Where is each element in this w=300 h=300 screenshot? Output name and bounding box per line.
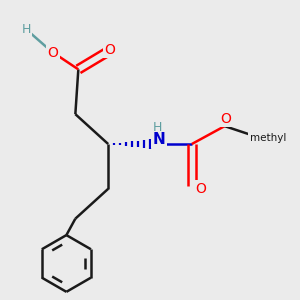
Text: H: H xyxy=(21,22,31,36)
Text: H: H xyxy=(153,121,162,134)
Text: N: N xyxy=(153,132,165,147)
Text: methyl: methyl xyxy=(250,133,286,143)
Text: O: O xyxy=(104,43,115,57)
Text: O: O xyxy=(47,46,58,60)
Text: O: O xyxy=(221,112,232,126)
Text: O: O xyxy=(195,182,206,196)
